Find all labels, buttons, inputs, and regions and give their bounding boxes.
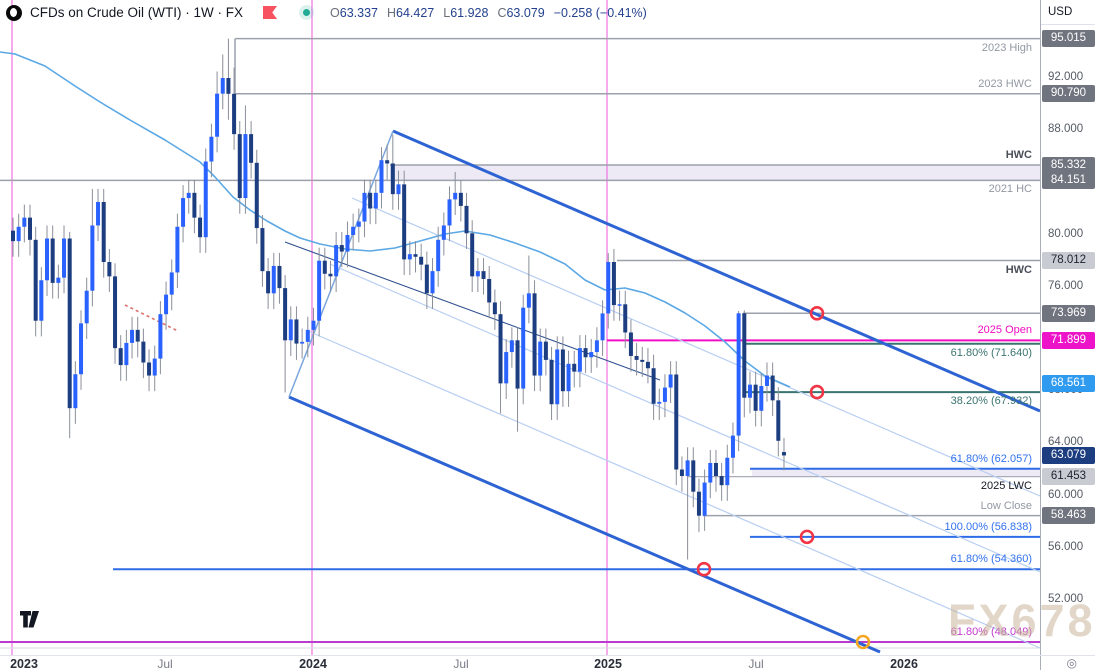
price-tick: 92.000 xyxy=(1048,71,1084,83)
price-badge: 95.015 xyxy=(1042,30,1095,48)
symbol-logo-icon xyxy=(6,4,22,21)
time-label: 2024 xyxy=(299,657,327,670)
target-marker xyxy=(855,634,871,650)
symbol-title: CFDs on Crude Oil (WTI) · 1W · FX xyxy=(30,5,244,20)
watermark: FX678 xyxy=(948,595,1095,646)
price-badge: 90.790 xyxy=(1042,85,1095,103)
level-label: HWC xyxy=(1005,149,1032,162)
time-label: 2023 xyxy=(10,657,38,670)
price-tick: 80.000 xyxy=(1048,227,1084,240)
ohlc-values: O63.337 H64.427 L61.928 C63.079 xyxy=(330,6,545,20)
ohlc-pair: O63.337 xyxy=(330,5,378,20)
time-axis[interactable]: 2023 Jul 2024 Jul 2025 Jul 2026 ◎ xyxy=(0,655,1095,670)
target-marker xyxy=(799,529,815,545)
price-tick: 60.000 xyxy=(1048,488,1084,501)
price-tick: 52.000 xyxy=(1048,593,1084,605)
zone-band xyxy=(752,468,1040,477)
level-label: 2023 High xyxy=(981,41,1032,54)
tradingview-logo[interactable] xyxy=(20,611,42,628)
price-badge: 68.561 xyxy=(1042,375,1095,393)
price-tick: 88.000 xyxy=(1048,123,1084,136)
target-marker xyxy=(809,306,825,321)
trendline-channel xyxy=(288,395,881,654)
level-label: 2025 LWC xyxy=(980,479,1032,492)
market-status-icon[interactable] xyxy=(299,5,315,20)
price-badge: 71.899 xyxy=(1042,331,1095,349)
chart-legend: CFDs on Crude Oil (WTI) · 1W · FX O63.33… xyxy=(0,0,1040,25)
trendline-pale xyxy=(351,197,1041,497)
candlestick-layer xyxy=(11,38,786,560)
time-label: Jul xyxy=(157,657,173,670)
time-label: 2025 xyxy=(594,657,622,670)
price-badge: 63.079 xyxy=(1042,446,1095,464)
level-label: 100.00% (56.838) xyxy=(944,520,1032,533)
level-label: 61.80% (48.049) xyxy=(950,626,1032,638)
price-badge: 84.151 xyxy=(1042,171,1095,189)
change-value: −0.258 (−0.41%) xyxy=(553,5,647,20)
level-label: HWC xyxy=(1005,263,1032,276)
ohlc-pair: C63.079 xyxy=(497,5,545,20)
price-badge: 78.012 xyxy=(1042,252,1095,270)
axis-corner-separator xyxy=(1040,656,1041,670)
target-marker xyxy=(809,384,825,400)
time-label: Jul xyxy=(453,657,469,670)
trendline-channel-edge xyxy=(288,130,394,398)
zone-band xyxy=(390,165,1040,181)
price-badge: 85.332 xyxy=(1042,156,1095,174)
axis-settings-icon[interactable]: ◎ xyxy=(1066,656,1077,670)
price-tick: 76.000 xyxy=(1048,279,1084,292)
trendline-red-dashed xyxy=(124,304,179,332)
price-badge: 61.453 xyxy=(1042,468,1095,486)
price-badge: 73.969 xyxy=(1042,304,1095,322)
ohlc-pair: H64.427 xyxy=(386,5,435,20)
target-marker xyxy=(696,561,712,577)
flag-icon[interactable] xyxy=(263,6,278,19)
trendline-channel xyxy=(392,129,1041,413)
price-tick: 56.000 xyxy=(1048,540,1084,553)
trendline-pale xyxy=(307,330,1041,649)
level-label: 61.80% (71.640) xyxy=(950,346,1032,359)
level-label: 61.80% (62.057) xyxy=(950,452,1032,465)
price-badge: 58.463 xyxy=(1042,507,1095,525)
level-label: 38.20% (67.932) xyxy=(950,395,1032,408)
level-label: 61.80% (54.360) xyxy=(950,553,1032,566)
price-scale[interactable]: USD 92.00088.00080.00076.00068.00064.000… xyxy=(1040,0,1095,670)
ma-line xyxy=(0,51,791,388)
price-tick: 64.000 xyxy=(1048,436,1084,449)
level-label: 2021 HC xyxy=(988,183,1032,196)
ohlc-pair: L61.928 xyxy=(443,5,489,20)
trendline-pale xyxy=(329,263,1041,573)
time-label: 2026 xyxy=(890,657,918,670)
price-scale-currency: USD xyxy=(1041,0,1095,25)
level-label: 2023 HWC xyxy=(978,77,1032,90)
level-label: 2025 Open xyxy=(977,324,1032,337)
time-label: Jul xyxy=(748,657,764,670)
level-label: Low Close xyxy=(980,499,1032,512)
